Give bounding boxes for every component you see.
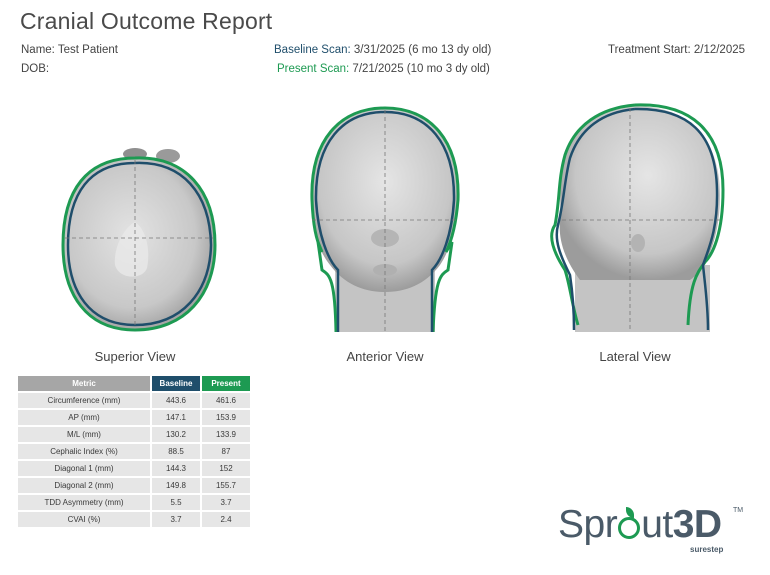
present-value: 87 [200,444,250,459]
logo-leaf-icon [626,507,635,518]
logo-o-icon [618,507,641,539]
present-scan-label: Present Scan: [277,63,350,75]
table-row: M/L (mm) 130.2 133.9 [18,427,250,442]
baseline-scan-value: 3/31/2025 (6 mo 13 dy old) [350,44,492,56]
logo-wordmark: Spr ut3D [558,505,748,545]
baseline-value: 147.1 [150,410,200,425]
table-row: Diagonal 2 (mm) 149.8 155.7 [18,478,250,493]
present-value: 155.7 [200,478,250,493]
superior-view-image [61,148,217,332]
metric-name: Circumference (mm) [18,393,150,408]
anterior-baseline-outline [314,110,456,332]
baseline-value: 443.6 [150,393,200,408]
table-row: Circumference (mm) 443.6 461.6 [18,393,250,408]
lateral-view-image [550,103,725,332]
metric-name: M/L (mm) [18,427,150,442]
superior-view-label: Superior View [94,349,176,364]
superior-present-outline [61,156,217,332]
logo-surestep: surestep [690,545,724,554]
baseline-value: 5.5 [150,495,200,510]
logo-text-ut: ut [641,503,673,546]
table-row: CVAI (%) 3.7 2.4 [18,512,250,527]
present-scan-value: 7/21/2025 (10 mo 3 dy old) [349,63,490,75]
metric-name: TDD Asymmetry (mm) [18,495,150,510]
metrics-header-row: Metric Baseline Present [18,376,250,391]
present-value: 153.9 [200,410,250,425]
anterior-mouth [373,264,397,276]
logo-trademark: TM [733,507,744,514]
present-value: 133.9 [200,427,250,442]
metric-name: Diagonal 1 (mm) [18,461,150,476]
anterior-view-image [310,106,460,333]
anterior-head-shape [311,108,459,292]
lateral-view-label: Lateral View [599,349,671,364]
metrics-table: Metric Baseline Present Circumference (m… [18,374,250,529]
present-scan: Present Scan: 7/21/2025 (10 mo 3 dy old) [277,63,490,75]
logo-text-spr: Spr [558,503,618,546]
lateral-present-outline [550,103,725,326]
present-value: 461.6 [200,393,250,408]
baseline-scan-label: Baseline Scan: [274,44,351,56]
baseline-scan: Baseline Scan: 3/31/2025 (6 mo 13 dy old… [274,44,491,56]
baseline-column-header: Baseline [150,376,200,391]
metric-name: AP (mm) [18,410,150,425]
patient-name: Name: Test Patient [21,44,118,56]
table-row: AP (mm) 147.1 153.9 [18,410,250,425]
lateral-head-shape [559,106,720,280]
superior-highlight [114,222,149,277]
logo-text-3d: 3D [672,503,722,546]
metric-name: Diagonal 2 (mm) [18,478,150,493]
present-value: 152 [200,461,250,476]
table-row: Cephalic Index (%) 88.5 87 [18,444,250,459]
baseline-value: 149.8 [150,478,200,493]
report-title: Cranial Outcome Report [20,8,273,34]
metric-name: Cephalic Index (%) [18,444,150,459]
sprout3d-logo: Spr ut3D TM surestep [558,505,748,560]
metric-column-header: Metric [18,376,150,391]
anterior-view-label: Anterior View [346,349,424,364]
treatment-start: Treatment Start: 2/12/2025 [608,44,746,56]
baseline-value: 3.7 [150,512,200,527]
baseline-value: 130.2 [150,427,200,442]
metric-name: CVAI (%) [18,512,150,527]
present-column-header: Present [200,376,250,391]
lateral-baseline-outline [555,107,719,331]
table-row: Diagonal 1 (mm) 144.3 152 [18,461,250,476]
baseline-value: 88.5 [150,444,200,459]
anterior-present-outline [310,106,460,333]
table-row: TDD Asymmetry (mm) 5.5 3.7 [18,495,250,510]
present-value: 2.4 [200,512,250,527]
present-value: 3.7 [200,495,250,510]
baseline-value: 144.3 [150,461,200,476]
patient-dob: DOB: [21,63,50,75]
lateral-ear [631,234,645,252]
